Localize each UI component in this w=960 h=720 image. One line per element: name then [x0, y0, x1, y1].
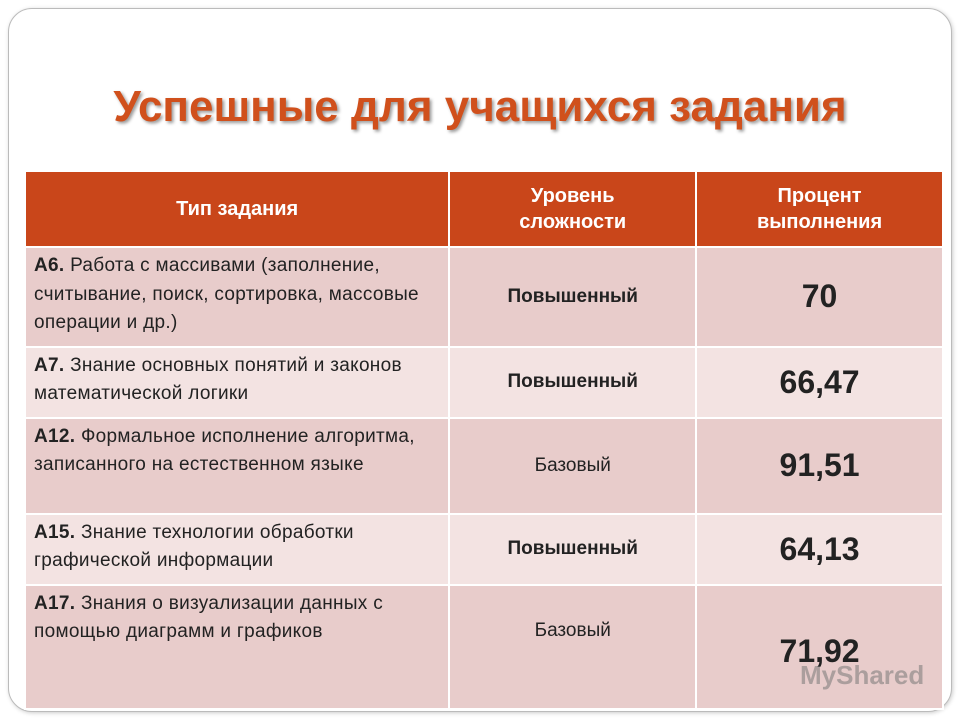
task-text: Знание технологии обработки графической … [34, 521, 354, 572]
task-code: А7. [34, 354, 65, 376]
table-row: А15. Знание технологии обработки графиче… [23, 512, 944, 586]
column-header: Процент выполнения [695, 172, 944, 248]
table-row: А17. Знания о визуализации данных с помо… [23, 583, 944, 710]
table-row: А12. Формальное исполнение алгоритма, за… [23, 416, 944, 515]
level-cell: Повышенный [448, 512, 698, 586]
level-cell: Базовый [448, 416, 698, 515]
task-text: Знания о визуализации данных с помощью д… [34, 592, 383, 643]
percent-cell: 66,47 [695, 345, 944, 419]
level-cell: Базовый [448, 583, 698, 710]
percent-cell: 71,92 [695, 583, 944, 710]
task-text: Знание основных понятий и законов матема… [34, 354, 402, 405]
table-row: А7. Знание основных понятий и законов ма… [23, 345, 944, 419]
watermark: MyShared [800, 660, 925, 690]
column-header: Тип задания [23, 172, 451, 248]
table: Тип задания Уровень сложности Процент выпо… [23, 172, 944, 710]
level-cell: Повышенный [448, 246, 698, 348]
percent-cell: 64,13 [695, 512, 944, 586]
task-code: А17. [34, 592, 76, 614]
task-code: А15. [34, 521, 76, 543]
task-cell: А6. Работа с массивами (заполнение, счит… [23, 246, 451, 348]
task-code: А6. [34, 255, 65, 276]
level-cell: Повышенный [448, 345, 698, 419]
task-cell: А12. Формальное исполнение алгоритма, за… [23, 416, 451, 515]
percent-cell: 91,51 [695, 416, 944, 515]
column-header: Уровень сложности [448, 172, 698, 248]
task-text: Работа с массивами (заполнение, считыван… [34, 255, 419, 333]
table-body: А6. Работа с массивами (заполнение, счит… [23, 246, 944, 710]
task-code: А12. [34, 425, 76, 447]
task-cell: А7. Знание основных понятий и законов ма… [23, 345, 451, 419]
task-cell: А17. Знания о визуализации данных с помо… [23, 583, 451, 710]
title: Успешные для учащихся задания [113, 82, 847, 131]
task-cell: А15. Знание технологии обработки графиче… [23, 512, 451, 586]
percent-cell: 70 [695, 246, 944, 348]
header-row: Тип задания Уровень сложности Процент выпо… [23, 172, 944, 248]
table-row: А6. Работа с массивами (заполнение, счит… [23, 246, 944, 348]
task-text: Формальное исполнение алгоритма, записан… [34, 425, 415, 476]
